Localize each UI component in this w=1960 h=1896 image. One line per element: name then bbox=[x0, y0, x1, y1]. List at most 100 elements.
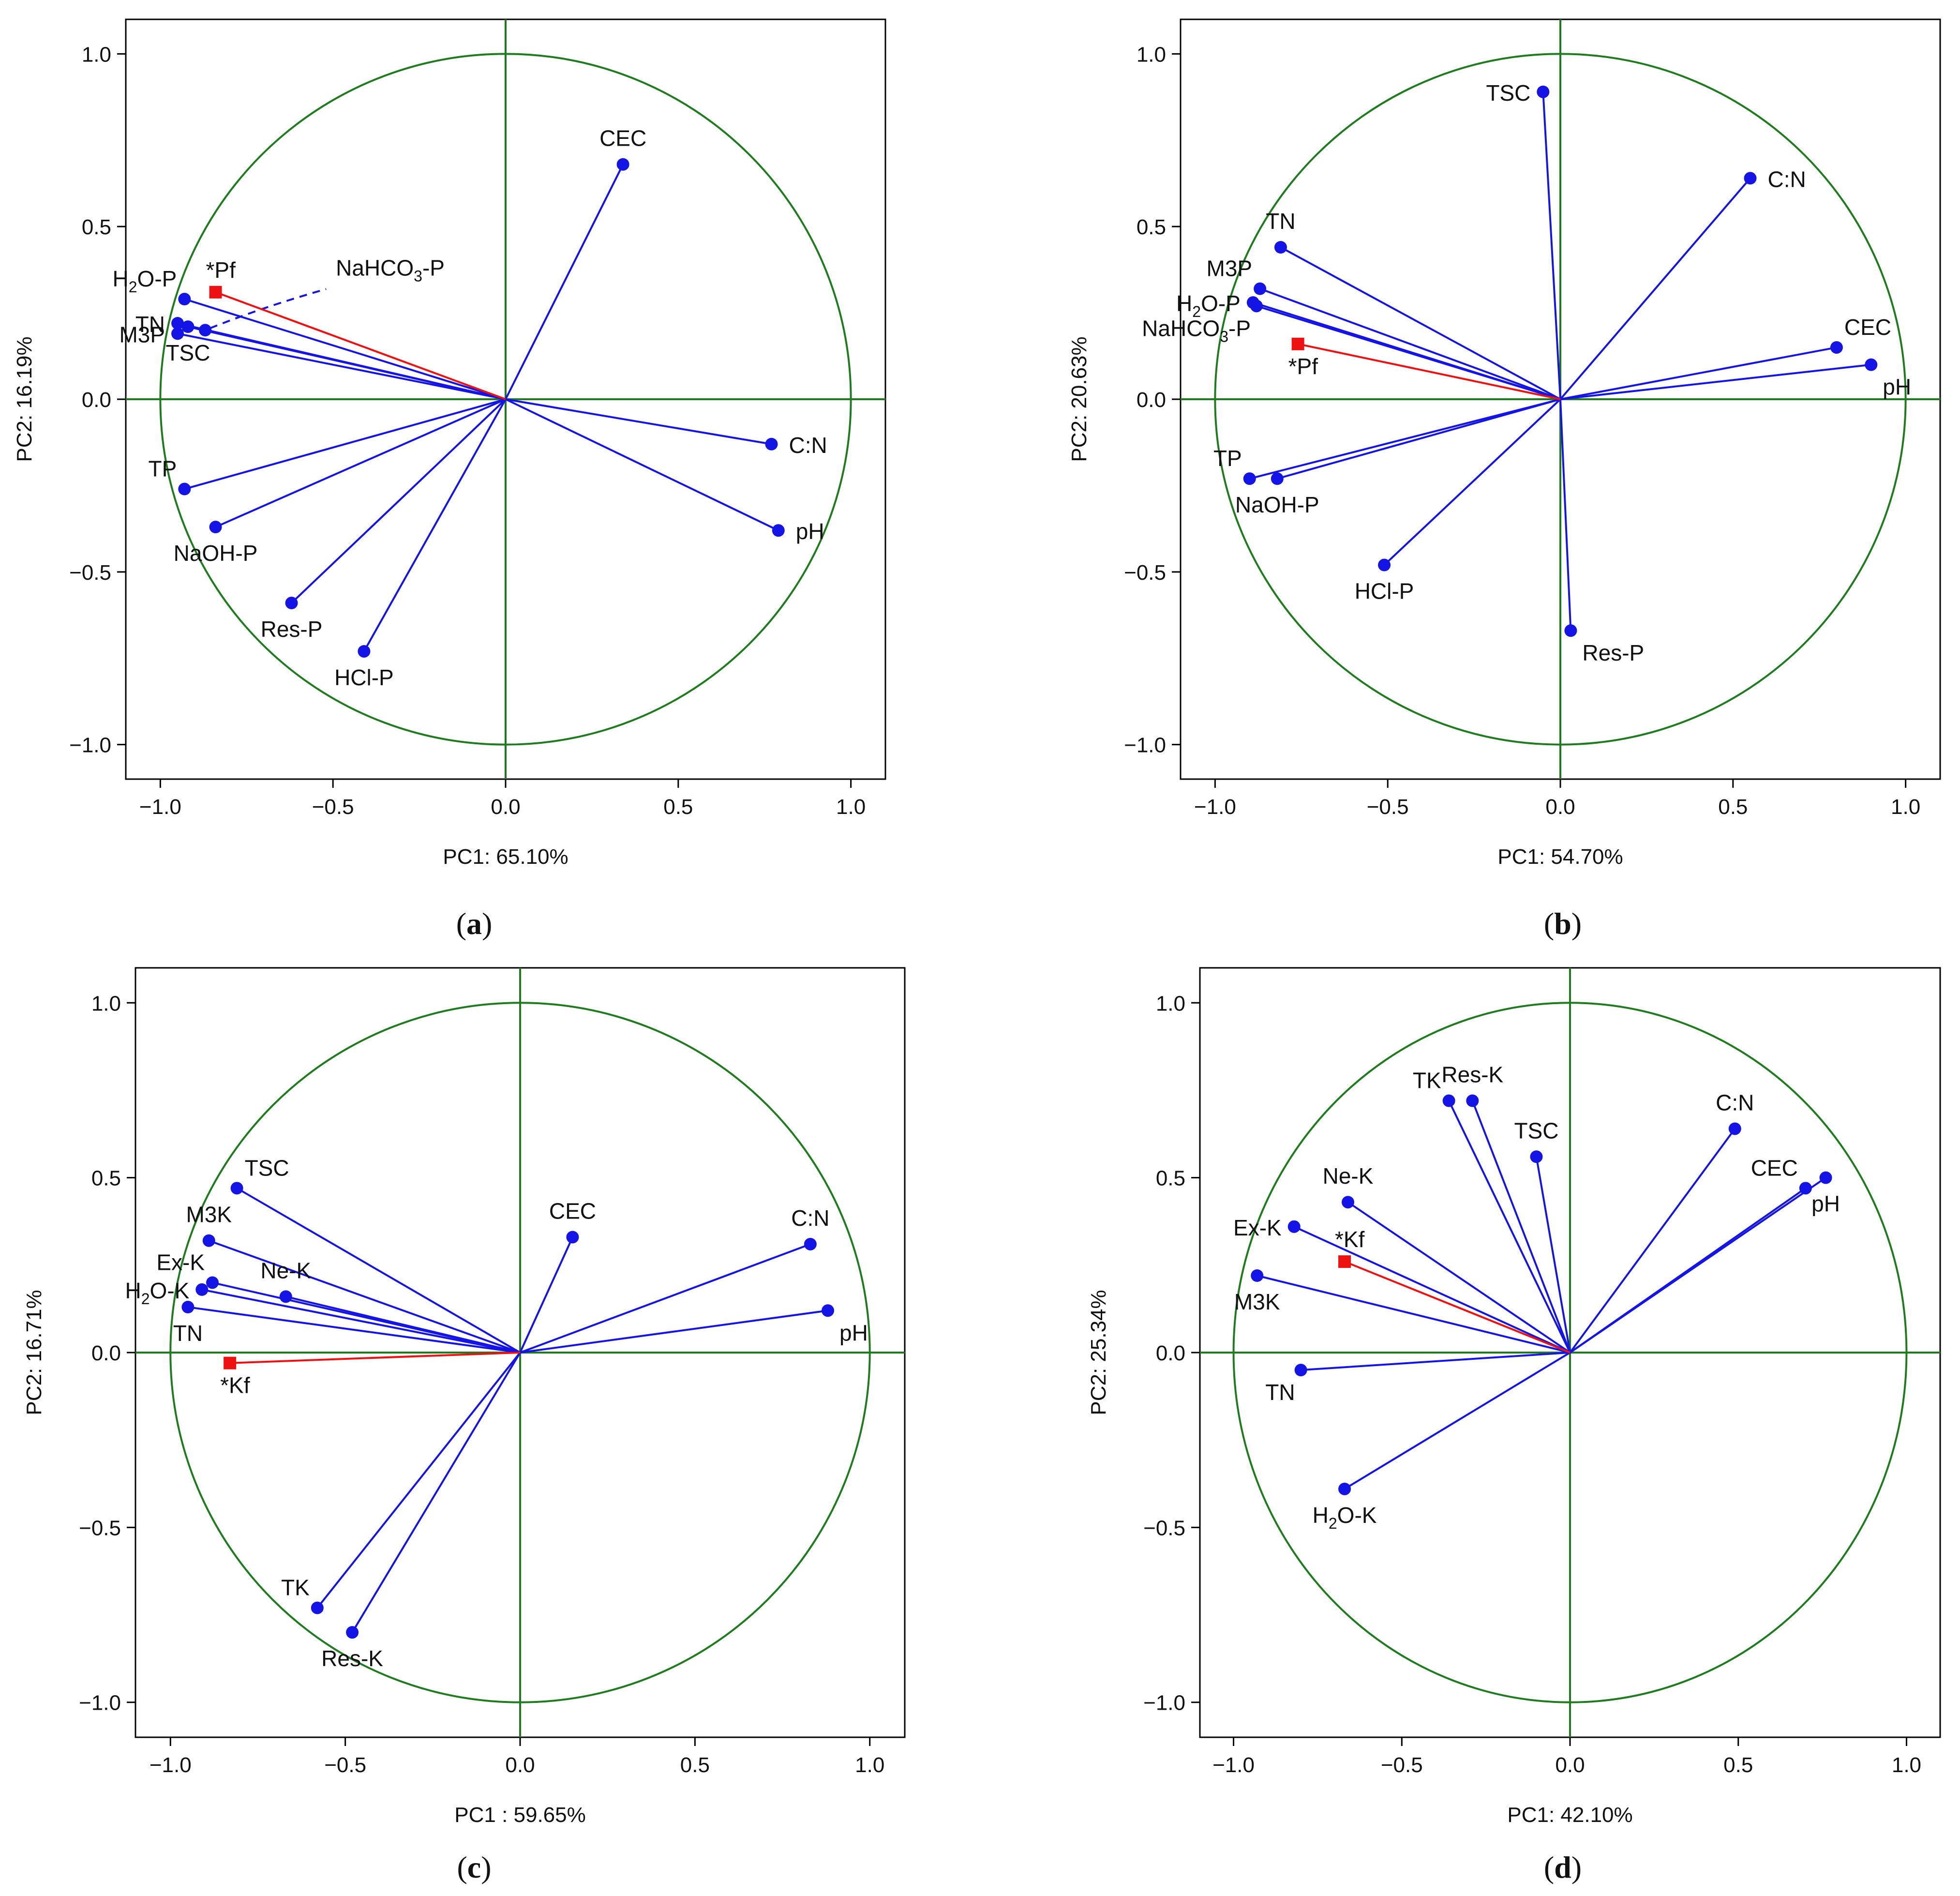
x-tick-label: 0.0 bbox=[491, 795, 520, 819]
vector-m3k bbox=[1257, 1275, 1571, 1354]
x-tick-label: −0.5 bbox=[1381, 1753, 1423, 1777]
y-axis-title: PC2: 16.19% bbox=[13, 336, 36, 462]
supplementary-vector bbox=[1344, 1261, 1571, 1354]
vector-ph bbox=[520, 1309, 828, 1354]
label-tn: TN bbox=[1265, 1380, 1295, 1405]
x-tick-label: −1.0 bbox=[139, 795, 181, 819]
point-tn bbox=[1294, 1364, 1307, 1377]
y-tick-label: −1.0 bbox=[1124, 734, 1166, 757]
supplementary-vector bbox=[215, 291, 506, 400]
supplementary-label: *Pf bbox=[206, 257, 236, 283]
x-tick-label: 1.0 bbox=[836, 795, 866, 819]
x-tick-label: −0.5 bbox=[312, 795, 354, 819]
panel-caption: (c) bbox=[457, 1850, 491, 1884]
label-tsc: TSC bbox=[165, 340, 210, 365]
label-tn: TN bbox=[135, 312, 165, 337]
vector-tp bbox=[184, 398, 506, 490]
vector-h2o-k bbox=[201, 1288, 521, 1354]
label-h2o-p: H2O-P bbox=[113, 266, 177, 296]
label-h2o-k: H2O-K bbox=[1313, 1503, 1377, 1532]
point-hcl-p bbox=[1378, 558, 1391, 572]
y-tick-label: 0.5 bbox=[91, 1167, 121, 1190]
label-ex-k: Ex-K bbox=[156, 1249, 205, 1275]
point-naoh-p bbox=[209, 521, 222, 534]
label-res-p: Res-P bbox=[261, 617, 323, 642]
vector-ph bbox=[1569, 1176, 1826, 1354]
label-m3p: M3P bbox=[1207, 256, 1253, 281]
x-axis-title: PC1: 42.10% bbox=[1507, 1803, 1632, 1827]
vector-tsc bbox=[188, 326, 506, 400]
point-tn bbox=[171, 317, 184, 330]
vector-c-n bbox=[520, 1243, 811, 1354]
point-c-n bbox=[765, 437, 778, 451]
point-ex-k bbox=[1287, 1220, 1301, 1233]
vector-cec bbox=[505, 164, 624, 400]
x-tick-label: 0.5 bbox=[1723, 1753, 1753, 1777]
vector-ex-k bbox=[1293, 1225, 1571, 1354]
label-tk: TK bbox=[1413, 1068, 1441, 1093]
point-h2o-p bbox=[178, 293, 191, 306]
label-res-k: Res-K bbox=[1441, 1062, 1503, 1087]
point-tk bbox=[1442, 1094, 1455, 1107]
point-tsc bbox=[1530, 1150, 1543, 1163]
vector-c-n bbox=[505, 398, 772, 445]
point-m3k bbox=[202, 1234, 215, 1247]
label-c-n: C:N bbox=[791, 1205, 829, 1231]
label-c-n: C:N bbox=[1768, 166, 1806, 192]
point-res-p bbox=[285, 597, 298, 610]
y-tick-label: −0.5 bbox=[69, 561, 111, 585]
x-tick-label: −1.0 bbox=[1212, 1753, 1255, 1777]
point-ne-k bbox=[1342, 1196, 1354, 1209]
vector-tp bbox=[1249, 398, 1561, 480]
supplementary-label: *Kf bbox=[220, 1373, 250, 1398]
label-c-n: C:N bbox=[789, 433, 827, 458]
vector-naoh-p bbox=[215, 398, 506, 528]
supplementary-point bbox=[1338, 1255, 1351, 1268]
y-tick-label: −0.5 bbox=[79, 1516, 121, 1540]
label-h2o-k: H2O-K bbox=[125, 1278, 190, 1308]
point-tsc bbox=[230, 1182, 243, 1195]
point-c-n bbox=[1744, 172, 1757, 185]
x-tick-label: −0.5 bbox=[324, 1753, 366, 1777]
point-tp bbox=[1243, 472, 1256, 485]
point-tsc bbox=[1537, 85, 1550, 98]
label-hcl-p: HCl-P bbox=[334, 665, 394, 690]
point-tp bbox=[178, 482, 191, 496]
vector-tn bbox=[1280, 246, 1561, 400]
label-tk: TK bbox=[281, 1575, 310, 1600]
point-h2o-k bbox=[195, 1283, 209, 1296]
supplementary-vector bbox=[230, 1352, 521, 1364]
supplementary-label: *Kf bbox=[1335, 1227, 1365, 1252]
label-ne-k: Ne-K bbox=[1323, 1163, 1374, 1189]
y-tick-label: −0.5 bbox=[1143, 1516, 1185, 1540]
point-tn bbox=[1274, 241, 1287, 254]
y-tick-label: −0.5 bbox=[1124, 561, 1166, 585]
point-ph bbox=[822, 1304, 834, 1317]
label-tn: TN bbox=[1266, 209, 1295, 234]
point-tk bbox=[311, 1601, 324, 1614]
panel-caption: (a) bbox=[456, 906, 493, 941]
vector-tn bbox=[188, 1306, 521, 1354]
x-tick-label: 1.0 bbox=[1892, 1753, 1921, 1777]
y-tick-label: 0.5 bbox=[1137, 215, 1166, 239]
label-ph: pH bbox=[839, 1320, 868, 1345]
supplementary-point bbox=[209, 286, 222, 299]
label-ph: pH bbox=[1811, 1191, 1840, 1217]
vector-ph bbox=[1560, 363, 1871, 400]
vector-tk bbox=[316, 1352, 521, 1609]
point-ne-k bbox=[279, 1290, 292, 1303]
x-tick-label: 1.0 bbox=[1891, 795, 1920, 819]
y-axis-title: PC2: 25.34% bbox=[1087, 1290, 1110, 1415]
label-cec: CEC bbox=[599, 126, 646, 151]
x-tick-label: −1.0 bbox=[150, 1753, 192, 1777]
vector-tsc bbox=[1535, 1156, 1571, 1353]
point-res-k bbox=[1466, 1094, 1479, 1107]
vector-cec bbox=[1560, 346, 1837, 400]
point-res-p bbox=[1564, 624, 1577, 637]
vector-hcl-p bbox=[363, 399, 507, 652]
point-h2o-k bbox=[1338, 1482, 1351, 1495]
point-c-n bbox=[1728, 1122, 1741, 1135]
label-m3k: M3K bbox=[1234, 1289, 1280, 1314]
y-tick-label: 1.0 bbox=[1156, 992, 1185, 1015]
label-tsc: TSC bbox=[245, 1155, 289, 1180]
